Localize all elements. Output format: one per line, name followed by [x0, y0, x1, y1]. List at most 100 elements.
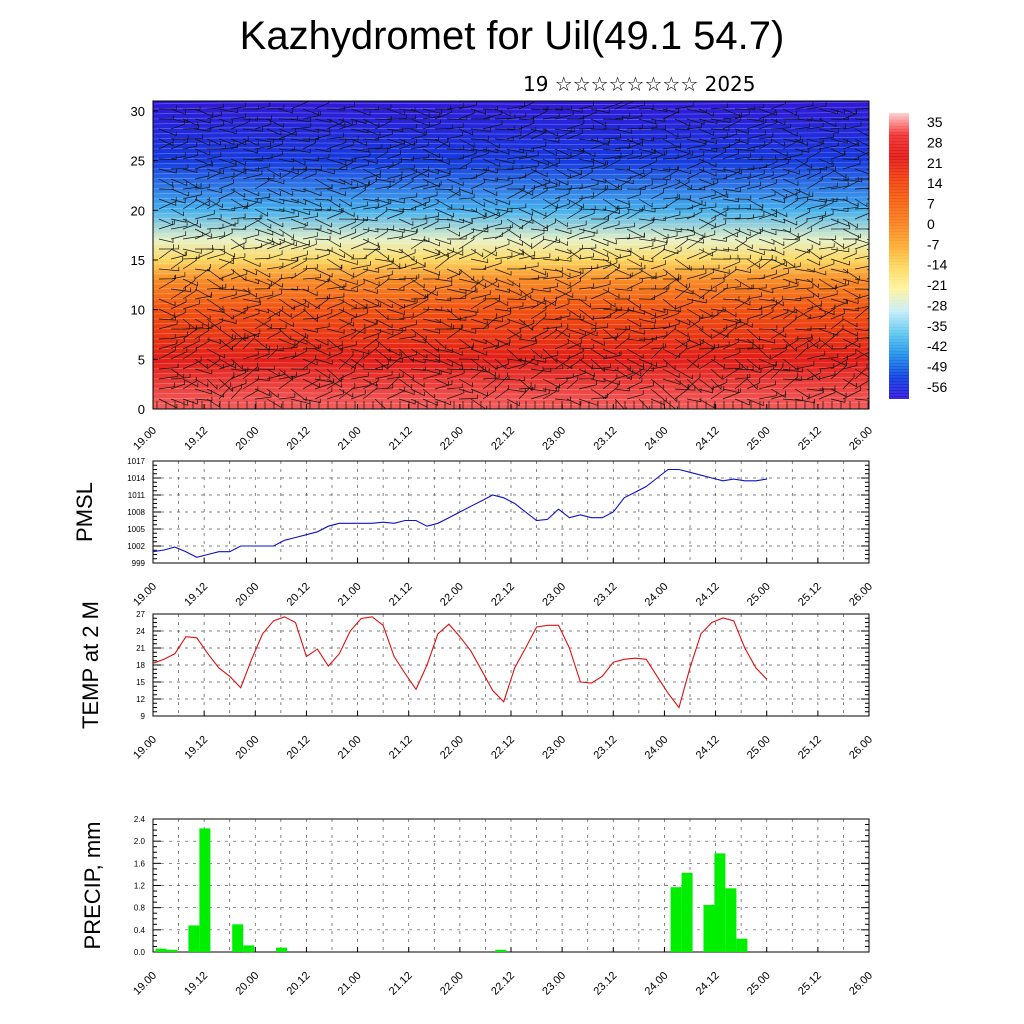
wind-barb: [158, 220, 175, 230]
wind-barb: [782, 376, 802, 381]
wind-barb: [386, 158, 402, 170]
wind-barb: [458, 378, 473, 388]
wind-barb: [590, 388, 607, 400]
wind-barb: [782, 178, 799, 186]
wind-barb: [746, 103, 765, 110]
wind-barb: [194, 358, 208, 369]
wind-barb: [554, 127, 575, 133]
wind-barb: [530, 366, 544, 380]
wind-barb: [434, 208, 454, 218]
wind-barb: [398, 218, 414, 226]
wind-barb: [398, 192, 418, 200]
wind-barb: [566, 148, 585, 153]
wind-barb: [746, 181, 762, 190]
wind-barb: [818, 278, 837, 291]
wind-barb: [806, 216, 823, 230]
wind-barb: [578, 368, 595, 378]
wind-barb: [302, 343, 321, 350]
wind-barb: [218, 255, 234, 270]
x-tick-label: 22.12: [489, 970, 517, 998]
wind-barb: [338, 158, 353, 170]
wind-barb: [554, 377, 568, 390]
wind-barb: [542, 106, 563, 111]
wind-barb: [218, 318, 237, 324]
wind-barb: [686, 158, 704, 170]
wind-barb: [434, 137, 449, 150]
wind-barb: [542, 315, 562, 320]
wind-barb: [182, 356, 202, 370]
wind-barb: [518, 151, 539, 160]
wind-barb: [182, 346, 197, 360]
wind-barb: [662, 107, 679, 120]
wind-barb: [278, 198, 299, 204]
wind-barb: [446, 365, 464, 370]
wind-barb: [722, 187, 741, 193]
wind-barb: [290, 365, 308, 370]
wind-barb: [194, 308, 211, 321]
wind-barb: [182, 325, 197, 340]
wind-barb: [302, 358, 318, 366]
wind-barb: [170, 152, 186, 160]
wind-barb: [770, 346, 787, 360]
precip-bar: [276, 947, 288, 952]
wind-barb: [314, 184, 333, 190]
precip-bar: [199, 828, 211, 952]
wind-barb: [734, 105, 755, 111]
wind-barb: [794, 116, 813, 121]
wind-barb: [650, 203, 668, 210]
wind-barb: [854, 238, 869, 244]
wind-barb: [722, 246, 738, 251]
wind-barb: [458, 228, 474, 240]
wind-barb: [818, 370, 836, 380]
contour-line: [153, 246, 869, 250]
wind-barb: [626, 267, 643, 280]
wind-barb: [794, 343, 809, 360]
wind-barb: [590, 280, 611, 290]
wind-barb: [302, 308, 318, 323]
wind-barb: [710, 118, 731, 124]
wind-barb: [314, 278, 330, 283]
wind-barb: [302, 375, 321, 390]
wind-barb: [290, 208, 311, 215]
wind-barb: [734, 172, 751, 180]
wind-barb: [266, 398, 282, 409]
wind-barb: [578, 264, 599, 270]
wind-barb: [782, 128, 798, 137]
wind-barb: [374, 383, 394, 390]
chart-subtitle: 19 ☆☆☆☆☆☆☆☆ 2025: [523, 72, 756, 96]
wind-barb: [254, 218, 272, 229]
wind-barb: [638, 337, 653, 350]
wind-barb: [854, 228, 869, 230]
wind-barb: [782, 218, 798, 226]
wind-barb: [302, 240, 317, 250]
wind-barb: [638, 104, 654, 110]
wind-barb: [290, 158, 306, 166]
wind-barb: [242, 350, 259, 360]
wind-barb: [206, 378, 218, 390]
wind-barb: [410, 166, 430, 180]
wind-barb: [554, 110, 574, 120]
wind-barb: [758, 338, 776, 344]
wind-barb: [818, 388, 836, 400]
wind-barb: [350, 279, 365, 290]
wind-barb: [578, 168, 593, 180]
precip-bar: [681, 872, 693, 952]
wind-barb: [770, 327, 784, 340]
wind-barb: [782, 188, 801, 200]
x-tick-label: 24.00: [643, 734, 671, 762]
wind-barb: [770, 227, 791, 233]
wind-barb: [494, 309, 512, 320]
wind-barb: [194, 326, 209, 340]
wind-barb: [506, 148, 524, 154]
wind-barb: [506, 318, 525, 326]
wind-barb: [230, 166, 246, 180]
wind-barb: [326, 348, 343, 360]
wind-barb: [518, 287, 534, 300]
wind-barb: [770, 148, 788, 157]
wind-barb: [794, 333, 813, 340]
wind-barb: [374, 318, 393, 329]
wind-barb: [830, 196, 848, 201]
wind-barb: [674, 149, 691, 160]
wind-barb: [446, 308, 461, 322]
x-tick-label: 21.12: [387, 734, 415, 762]
